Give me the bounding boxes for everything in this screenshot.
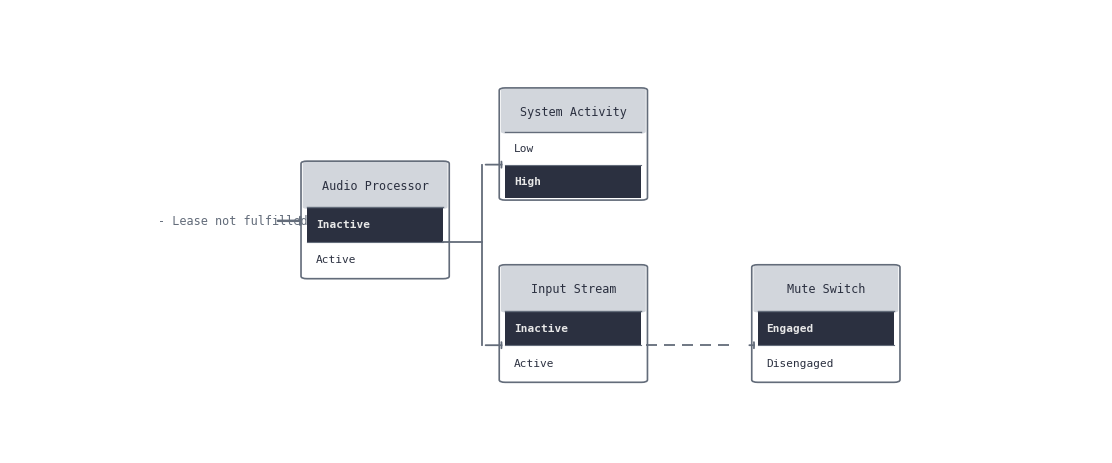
Bar bbox=[307, 242, 444, 276]
Text: Inactive: Inactive bbox=[514, 323, 568, 333]
FancyBboxPatch shape bbox=[500, 266, 646, 313]
Bar bbox=[505, 311, 642, 345]
Text: Active: Active bbox=[316, 254, 356, 264]
Text: Active: Active bbox=[514, 358, 555, 368]
Text: Audio Processor: Audio Processor bbox=[321, 180, 428, 193]
Text: Engaged: Engaged bbox=[766, 323, 814, 333]
Bar bbox=[757, 311, 894, 345]
FancyBboxPatch shape bbox=[302, 163, 447, 209]
Text: System Activity: System Activity bbox=[520, 105, 627, 118]
Text: Disengaged: Disengaged bbox=[766, 358, 834, 368]
Bar bbox=[307, 207, 444, 242]
Text: Low: Low bbox=[514, 144, 534, 154]
Text: Inactive: Inactive bbox=[316, 220, 369, 230]
FancyBboxPatch shape bbox=[500, 89, 646, 134]
FancyBboxPatch shape bbox=[754, 266, 898, 313]
Text: Input Stream: Input Stream bbox=[530, 283, 616, 296]
Text: - Lease not fulfilled: - Lease not fulfilled bbox=[158, 215, 308, 228]
Bar bbox=[505, 345, 642, 380]
Text: High: High bbox=[514, 177, 540, 187]
Bar bbox=[505, 165, 642, 198]
Text: Mute Switch: Mute Switch bbox=[786, 283, 865, 296]
Bar bbox=[757, 345, 894, 380]
Bar bbox=[505, 132, 642, 165]
